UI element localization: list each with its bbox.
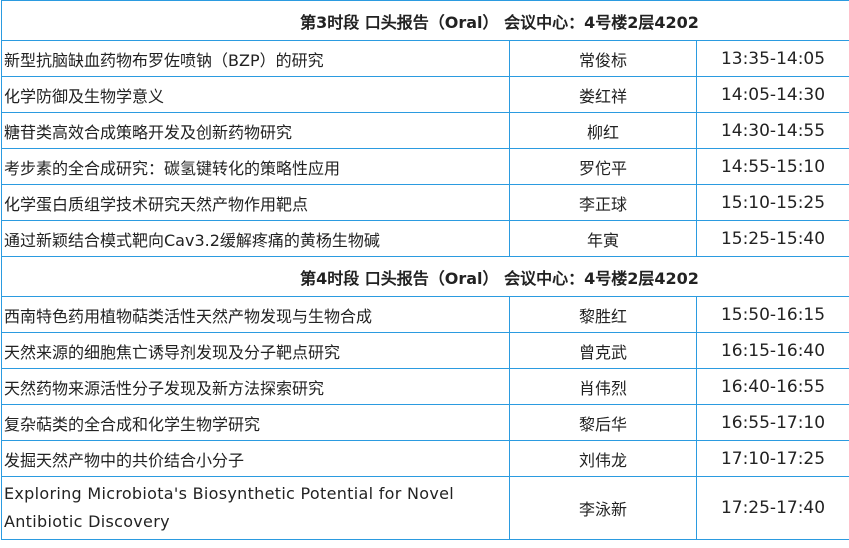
- table-row: 发掘天然产物中的共价结合小分子 刘伟龙 17:10-17:25: [1, 440, 849, 477]
- table-row: 化学蛋白质组学技术研究天然产物作用靶点 李正球 15:10-15:25: [1, 184, 849, 221]
- section-title: 第4时段 口头报告（Oral） 会议中心：4号楼2层4202: [1, 256, 849, 297]
- time-slot: 16:15-16:40: [696, 332, 849, 369]
- talk-title: 新型抗脑缺血药物布罗佐喷钠（BZP）的研究: [1, 40, 510, 77]
- speaker-name: 黎胜红: [509, 296, 697, 333]
- talk-title: 糖苷类高效合成策略开发及创新药物研究: [1, 112, 510, 149]
- talk-title: 西南特色药用植物萜类活性天然产物发现与生物合成: [1, 296, 510, 333]
- time-slot: 16:40-16:55: [696, 368, 849, 405]
- talk-title: 天然来源的细胞焦亡诱导剂发现及分子靶点研究: [1, 332, 510, 369]
- talk-title: 复杂萜类的全合成和化学生物学研究: [1, 404, 510, 441]
- speaker-name: 曾克武: [509, 332, 697, 369]
- talk-title: 考步素的全合成研究：碳氢键转化的策略性应用: [1, 148, 510, 185]
- table-row: 化学防御及生物学意义 娄红祥 14:05-14:30: [1, 76, 849, 113]
- speaker-name: 李泳新: [509, 476, 697, 540]
- time-slot: 14:55-15:10: [696, 148, 849, 185]
- time-slot: 16:55-17:10: [696, 404, 849, 441]
- time-slot: 15:10-15:25: [696, 184, 849, 221]
- speaker-name: 李正球: [509, 184, 697, 221]
- speaker-name: 刘伟龙: [509, 440, 697, 477]
- table-row: 西南特色药用植物萜类活性天然产物发现与生物合成 黎胜红 15:50-16:15: [1, 296, 849, 333]
- speaker-name: 常俊标: [509, 40, 697, 77]
- table-row: 新型抗脑缺血药物布罗佐喷钠（BZP）的研究 常俊标 13:35-14:05: [1, 40, 849, 77]
- time-slot: 14:05-14:30: [696, 76, 849, 113]
- table-row: Exploring Microbiota's Biosynthetic Pote…: [1, 476, 849, 540]
- speaker-name: 柳红: [509, 112, 697, 149]
- table-row: 复杂萜类的全合成和化学生物学研究 黎后华 16:55-17:10: [1, 404, 849, 441]
- speaker-name: 罗佗平: [509, 148, 697, 185]
- time-slot: 17:25-17:40: [696, 476, 849, 540]
- table-row: 糖苷类高效合成策略开发及创新药物研究 柳红 14:30-14:55: [1, 112, 849, 149]
- table-row: 考步素的全合成研究：碳氢键转化的策略性应用 罗佗平 14:55-15:10: [1, 148, 849, 185]
- table-row: 天然药物来源活性分子发现及新方法探索研究 肖伟烈 16:40-16:55: [1, 368, 849, 405]
- talk-title: 化学蛋白质组学技术研究天然产物作用靶点: [1, 184, 510, 221]
- table-row: 通过新颖结合模式靶向Cav3.2缓解疼痛的黄杨生物碱 年寅 15:25-15:40: [1, 220, 849, 257]
- talk-title: 天然药物来源活性分子发现及新方法探索研究: [1, 368, 510, 405]
- talk-title: 发掘天然产物中的共价结合小分子: [1, 440, 510, 477]
- speaker-name: 年寅: [509, 220, 697, 257]
- section-header-row: 第4时段 口头报告（Oral） 会议中心：4号楼2层4202: [1, 256, 849, 297]
- time-slot: 15:50-16:15: [696, 296, 849, 333]
- talk-title: 通过新颖结合模式靶向Cav3.2缓解疼痛的黄杨生物碱: [1, 220, 510, 257]
- section-title: 第3时段 口头报告（Oral） 会议中心：4号楼2层4202: [1, 0, 849, 41]
- time-slot: 14:30-14:55: [696, 112, 849, 149]
- speaker-name: 黎后华: [509, 404, 697, 441]
- time-slot: 15:25-15:40: [696, 220, 849, 257]
- time-slot: 13:35-14:05: [696, 40, 849, 77]
- time-slot: 17:10-17:25: [696, 440, 849, 477]
- table-row: 天然来源的细胞焦亡诱导剂发现及分子靶点研究 曾克武 16:15-16:40: [1, 332, 849, 369]
- talk-title: 化学防御及生物学意义: [1, 76, 510, 113]
- speaker-name: 娄红祥: [509, 76, 697, 113]
- talk-title: Exploring Microbiota's Biosynthetic Pote…: [1, 476, 510, 540]
- speaker-name: 肖伟烈: [509, 368, 697, 405]
- section-header-row: 第3时段 口头报告（Oral） 会议中心：4号楼2层4202: [1, 0, 849, 41]
